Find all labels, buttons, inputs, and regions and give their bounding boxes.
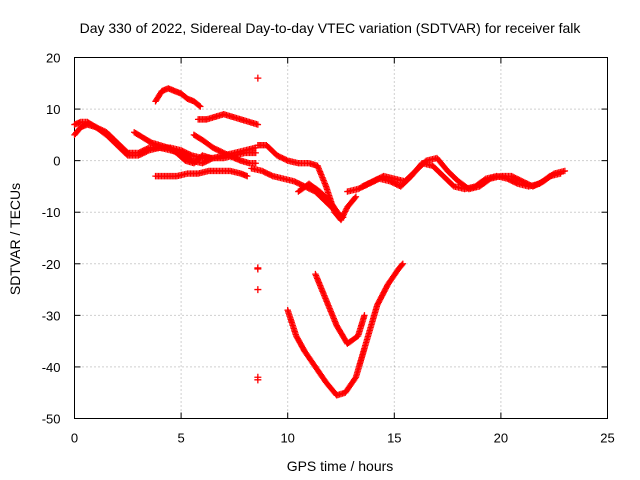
data-point: [252, 160, 259, 167]
data-point: [342, 206, 350, 214]
data-point: [398, 261, 406, 269]
data-point: [361, 312, 368, 319]
series-arc-c: [130, 129, 215, 167]
y-tick-label: 0: [53, 154, 60, 169]
data-point: [254, 264, 262, 272]
data-point: [561, 167, 569, 175]
data-point: [351, 194, 359, 202]
chart-title: Day 330 of 2022, Sidereal Day-to-day VTE…: [80, 20, 582, 36]
series-arc-n: [312, 270, 368, 347]
series-arc-e: [152, 167, 251, 180]
x-tick-label: 25: [600, 431, 614, 446]
data-point: [352, 193, 360, 200]
data-point: [336, 212, 344, 220]
y-tick-label: -40: [42, 360, 61, 375]
data-point: [351, 375, 359, 382]
y-tick-label: -50: [42, 412, 61, 427]
data-point: [337, 214, 345, 221]
data-point: [342, 208, 349, 215]
series-arc-d: [152, 85, 204, 110]
data-point: [341, 209, 348, 216]
y-axis-label: SDTVAR / TECUs: [7, 183, 23, 295]
data-point: [243, 172, 251, 180]
y-tick-label: -20: [42, 257, 61, 272]
grid: [74, 57, 608, 419]
y-tick-label: 10: [46, 102, 60, 117]
data-points: [71, 74, 569, 399]
series-arc-m: [284, 260, 407, 399]
series-arc-j: [295, 180, 345, 221]
data-point: [254, 121, 262, 128]
data-point: [254, 286, 262, 294]
y-tick-label: 20: [46, 51, 60, 66]
x-axis: 0 5 10 15 20 25: [71, 57, 615, 446]
series-isolated: [254, 74, 262, 384]
series-arc-l: [359, 154, 569, 193]
x-tick-label: 10: [280, 431, 294, 446]
series-arc-f: [194, 111, 262, 128]
data-point: [399, 260, 407, 267]
y-tick-label: -10: [42, 205, 61, 220]
y-tick-label: -30: [42, 308, 61, 323]
data-point: [196, 102, 203, 109]
series-arc-g: [190, 131, 259, 167]
data-point: [197, 103, 204, 110]
x-axis-label: GPS time / hours: [287, 458, 394, 474]
y-axis: -50 -40 -30 -20 -10 0 10 20: [42, 51, 608, 427]
plot-frame: [74, 57, 608, 419]
x-tick-label: 20: [494, 431, 508, 446]
data-point: [254, 376, 262, 384]
x-tick-label: 5: [177, 431, 184, 446]
data-point: [207, 154, 215, 162]
x-tick-label: 0: [71, 431, 78, 446]
x-tick-label: 15: [387, 431, 401, 446]
data-point: [254, 74, 262, 82]
